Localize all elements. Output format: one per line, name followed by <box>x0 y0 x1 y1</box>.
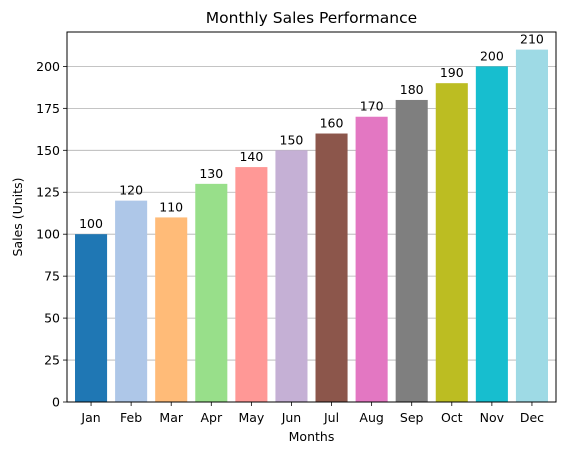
data-label: 170 <box>360 99 384 114</box>
bar <box>315 133 348 402</box>
x-tick-label: Jun <box>281 410 302 425</box>
data-label: 180 <box>400 82 424 97</box>
data-label: 190 <box>440 65 464 80</box>
bar <box>155 217 188 402</box>
x-tick-label: Apr <box>200 410 222 425</box>
bar <box>515 49 548 402</box>
x-axis-ticks: Jan Feb Mar Apr May Jun Jul Aug Sep Oct Nov Dec <box>80 402 544 425</box>
chart-title: Monthly Sales Performance <box>206 9 417 27</box>
y-tick-label: 25 <box>44 353 60 368</box>
y-axis-ticks: 0 25 50 75 100 125 150 175 200 <box>36 59 67 410</box>
bars <box>75 49 548 403</box>
data-label: 160 <box>320 116 344 131</box>
bar <box>395 99 428 403</box>
x-tick-label: Nov <box>480 410 505 425</box>
data-label: 200 <box>480 48 504 63</box>
y-tick-label: 50 <box>44 311 60 326</box>
x-tick-label: Feb <box>120 410 142 425</box>
x-tick-label: Jul <box>323 410 339 425</box>
y-tick-label: 125 <box>36 185 60 200</box>
y-tick-label: 100 <box>36 227 60 242</box>
data-label: 110 <box>159 199 183 214</box>
data-labels: 100 120 110 130 140 150 160 170 180 190 200 210 <box>79 32 544 232</box>
bar <box>115 200 148 402</box>
bar <box>75 234 108 402</box>
y-tick-label: 0 <box>52 395 60 410</box>
x-tick-label: May <box>238 410 264 425</box>
data-label: 100 <box>79 216 103 231</box>
bar <box>275 150 308 402</box>
x-tick-label: Aug <box>359 410 383 425</box>
data-label: 140 <box>239 149 263 164</box>
data-label: 130 <box>199 166 223 181</box>
data-label: 150 <box>280 132 304 147</box>
x-tick-label: Dec <box>520 410 544 425</box>
y-tick-label: 75 <box>44 269 60 284</box>
bar <box>235 167 268 402</box>
plot-frame <box>66 31 557 403</box>
y-tick-label: 150 <box>36 143 60 158</box>
y-tick-label: 200 <box>36 59 60 74</box>
bar <box>435 83 468 402</box>
data-label: 210 <box>520 32 544 47</box>
data-label: 120 <box>119 183 143 198</box>
y-tick-label: 175 <box>36 101 60 116</box>
bar <box>355 116 388 402</box>
x-axis-title: Months <box>289 429 335 444</box>
x-tick-label: Mar <box>159 410 183 425</box>
x-tick-label: Jan <box>80 410 100 425</box>
bar <box>475 66 508 402</box>
bar <box>195 183 228 402</box>
x-tick-label: Sep <box>400 410 424 425</box>
y-axis-title: Sales (Units) <box>10 178 25 257</box>
x-tick-label: Oct <box>441 410 463 425</box>
